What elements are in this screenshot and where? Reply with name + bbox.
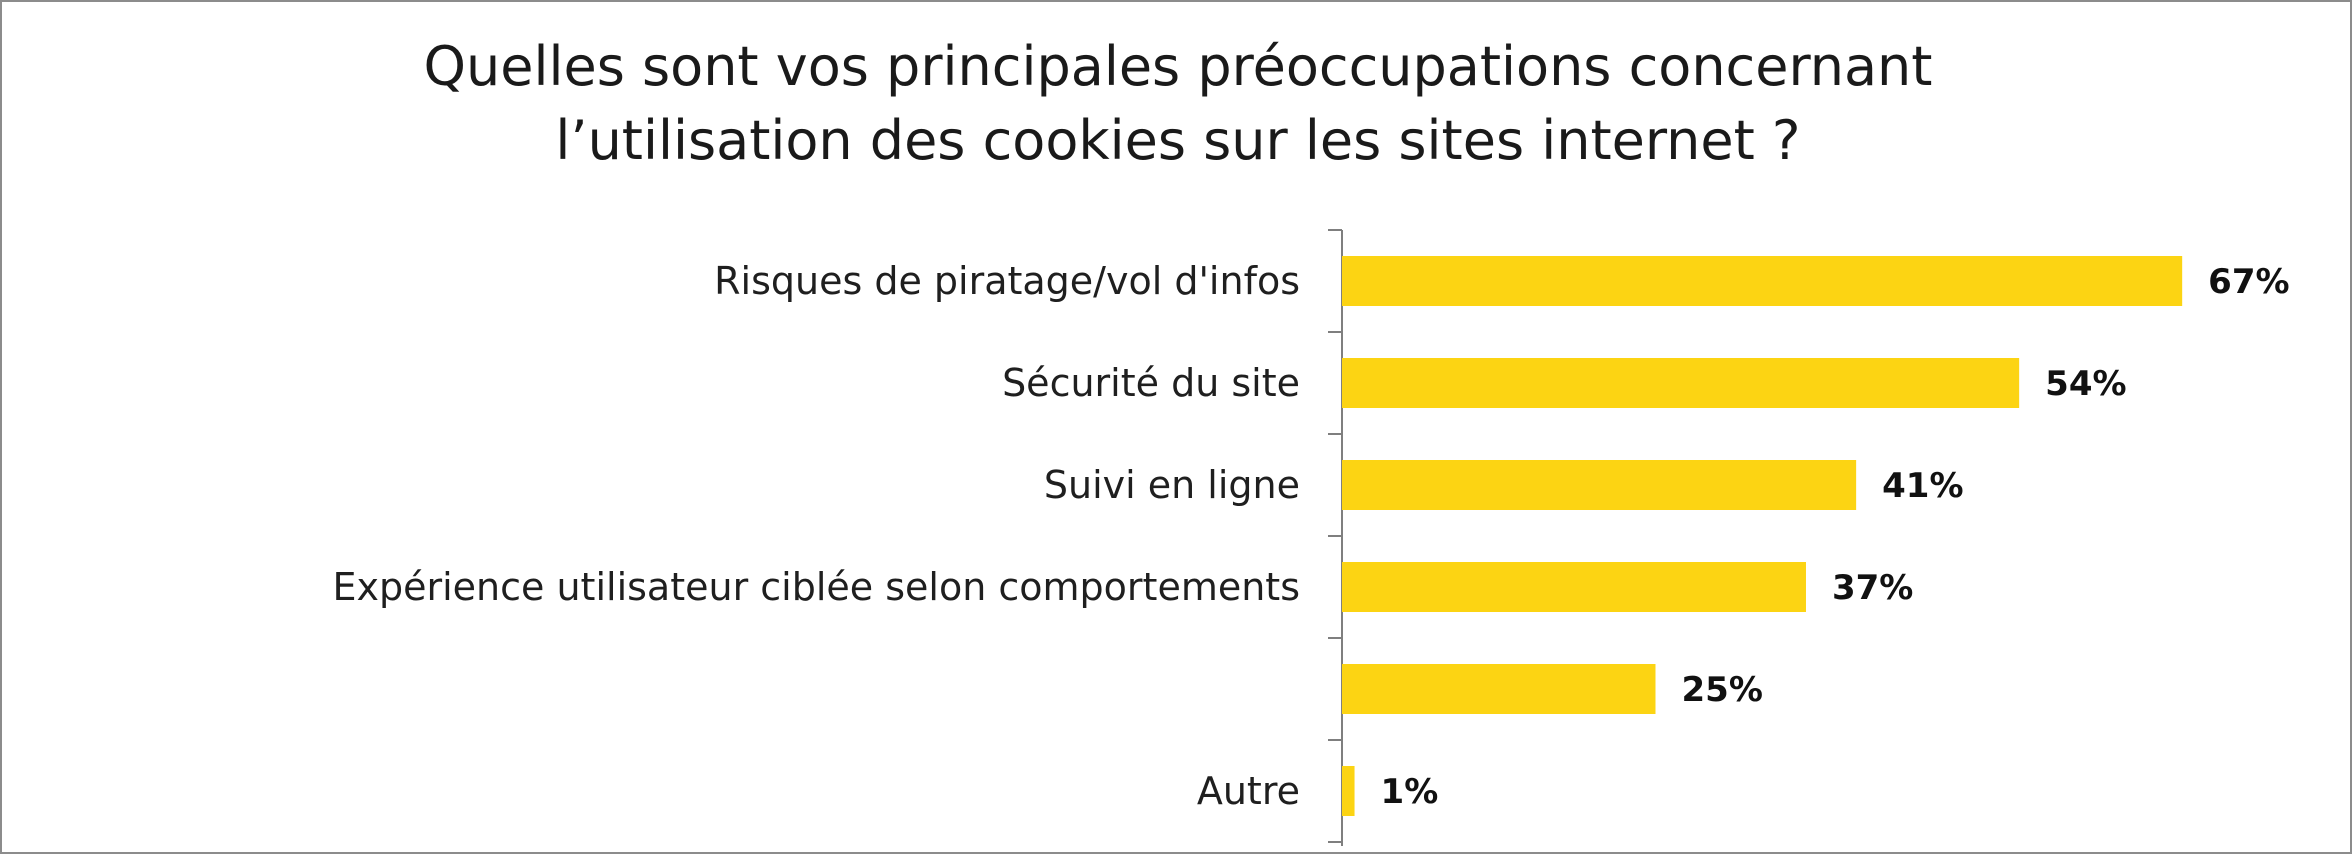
category-label: Risques de piratage/vol d'infos bbox=[714, 259, 1300, 303]
category-label: Autre bbox=[1197, 769, 1300, 813]
chart-title-line-1: Quelles sont vos principales préoccupati… bbox=[423, 35, 1933, 98]
bar bbox=[1342, 562, 1806, 612]
category-label: Expérience utilisateur ciblée selon comp… bbox=[332, 565, 1300, 609]
category-label: Sécurité du site bbox=[1002, 361, 1300, 405]
value-label: 25% bbox=[1682, 670, 1763, 710]
value-label: 41% bbox=[1882, 466, 1963, 506]
value-label: 1% bbox=[1381, 772, 1439, 812]
value-label: 54% bbox=[2045, 364, 2126, 404]
value-label: 37% bbox=[1832, 568, 1913, 608]
bar bbox=[1342, 256, 2183, 306]
chart-title: Quelles sont vos principales préoccupati… bbox=[2, 30, 2352, 178]
category-label: Suivi en ligne bbox=[1044, 463, 1300, 507]
chart-title-line-2: l’utilisation des cookies sur les sites … bbox=[555, 109, 1801, 172]
bar bbox=[1342, 766, 1355, 816]
bar bbox=[1342, 664, 1656, 714]
bar bbox=[1342, 460, 1857, 510]
bar bbox=[1342, 358, 2020, 408]
value-label: 67% bbox=[2208, 262, 2289, 302]
